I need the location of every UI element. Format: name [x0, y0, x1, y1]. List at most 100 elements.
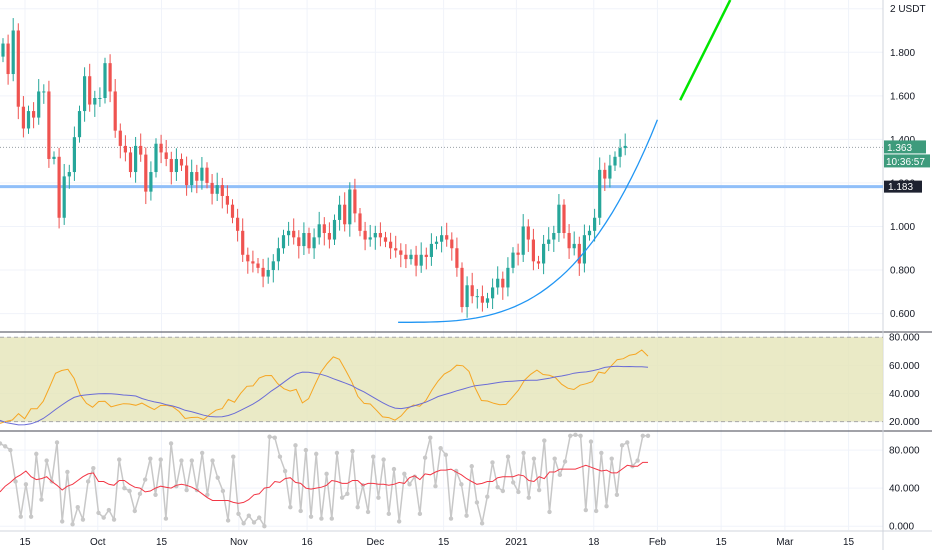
- stochastic-point: [163, 516, 169, 521]
- candle-body: [72, 137, 76, 173]
- stochastic-point: [578, 433, 583, 439]
- stochastic-point: [91, 465, 96, 471]
- candle-body: [460, 267, 464, 308]
- last-price-label: 1.363: [887, 143, 912, 154]
- rsi-band: [0, 337, 883, 422]
- stochastic-point: [44, 458, 49, 463]
- stochastic-point: [231, 454, 236, 459]
- candle-body: [42, 91, 46, 93]
- candle-body: [195, 172, 199, 181]
- stochastic-point: [625, 440, 630, 445]
- candle-body: [338, 204, 342, 220]
- stochastic-point: [500, 488, 506, 494]
- x-tick-label: Dec: [366, 537, 384, 548]
- stochastic-point: [2, 444, 8, 449]
- stochastic-point: [189, 458, 195, 463]
- candle-body: [552, 233, 556, 240]
- candle-body: [37, 91, 41, 118]
- candle-body: [623, 145, 627, 149]
- stochastic-point: [205, 492, 210, 497]
- stochastic-point: [412, 474, 417, 479]
- stochastic-point: [635, 458, 640, 463]
- stochastic-point: [314, 451, 319, 457]
- stochastic-point: [334, 450, 340, 456]
- candle-body: [577, 243, 581, 264]
- x-tick-label: Nov: [230, 537, 248, 548]
- stochastic-point: [417, 511, 423, 517]
- stochastic-point: [614, 492, 620, 497]
- stochastic-point: [127, 488, 132, 494]
- candle-body: [587, 230, 592, 236]
- countdown-tag: [884, 154, 930, 168]
- stochastic-point: [495, 484, 500, 490]
- stochastic-point: [573, 432, 578, 438]
- x-tick-label: 15: [438, 537, 450, 548]
- stochastic-point: [609, 456, 614, 461]
- candle-body: [608, 165, 612, 179]
- stochastic-signal-line: [0, 461, 648, 504]
- price-tick-label: 0.600: [890, 309, 915, 320]
- candle-body: [77, 111, 82, 138]
- stochastic-point: [422, 455, 428, 460]
- stochastic-point: [28, 514, 34, 519]
- candle-body: [598, 169, 602, 218]
- candle-body: [139, 145, 143, 155]
- candle-body: [292, 230, 296, 238]
- candle-body: [603, 169, 607, 179]
- candle-body: [511, 252, 515, 268]
- candle-body: [236, 217, 240, 231]
- candle-body: [542, 243, 546, 264]
- panes: [0, 0, 883, 529]
- candle-body: [276, 248, 280, 262]
- candle-body: [475, 296, 479, 298]
- countdown-label: 10:36:57: [886, 157, 925, 168]
- candle-body: [281, 235, 286, 249]
- stochastic-point: [588, 439, 594, 444]
- candle-body: [404, 254, 408, 260]
- stochastic-point: [80, 517, 86, 522]
- stochastic-point: [142, 477, 148, 482]
- candle-body: [32, 111, 36, 118]
- price-tick-label: 2 USDT: [890, 4, 926, 15]
- candle-body: [582, 235, 586, 264]
- candle-body: [332, 219, 337, 240]
- candle-body: [455, 248, 459, 268]
- stochastic-point: [225, 518, 231, 523]
- stochastic-point: [376, 495, 381, 500]
- candle-body: [445, 235, 449, 240]
- candle-body: [67, 172, 71, 177]
- stochastic-point: [137, 491, 143, 497]
- candle-body: [343, 204, 347, 225]
- stochastic-point: [479, 521, 485, 526]
- candle-body: [409, 254, 413, 260]
- stochastic-point: [531, 456, 537, 461]
- price-tick-label: 1.800: [890, 48, 915, 59]
- candle-body: [521, 226, 525, 255]
- stochastic-point: [391, 466, 397, 472]
- candle-body: [419, 254, 423, 266]
- candle-body: [108, 63, 112, 92]
- stochastic-point: [34, 451, 39, 457]
- stochastic-point: [474, 500, 480, 505]
- stochastic-point: [199, 450, 205, 456]
- rsi-tick-label: 60.000: [889, 361, 920, 372]
- stochastic-point: [619, 443, 625, 448]
- stochastic-point: [262, 523, 267, 529]
- candle-body: [271, 261, 275, 271]
- stochastic-point: [355, 504, 360, 510]
- candle-body: [491, 287, 495, 299]
- candle-body: [118, 130, 122, 146]
- stochastic-point: [101, 515, 106, 520]
- x-tick-label: Oct: [90, 537, 106, 548]
- stochastic-point: [464, 513, 469, 518]
- stochastic-point: [106, 507, 112, 513]
- stochastic-point: [345, 491, 350, 497]
- stochastic-point: [70, 522, 75, 527]
- candle-body: [179, 158, 184, 166]
- stochastic-point: [402, 471, 407, 477]
- candle-body: [47, 91, 51, 159]
- support-tag: [884, 180, 922, 193]
- stochastic-point: [428, 435, 433, 440]
- candle-body: [256, 263, 260, 268]
- price-tick-label: 0.800: [890, 266, 915, 277]
